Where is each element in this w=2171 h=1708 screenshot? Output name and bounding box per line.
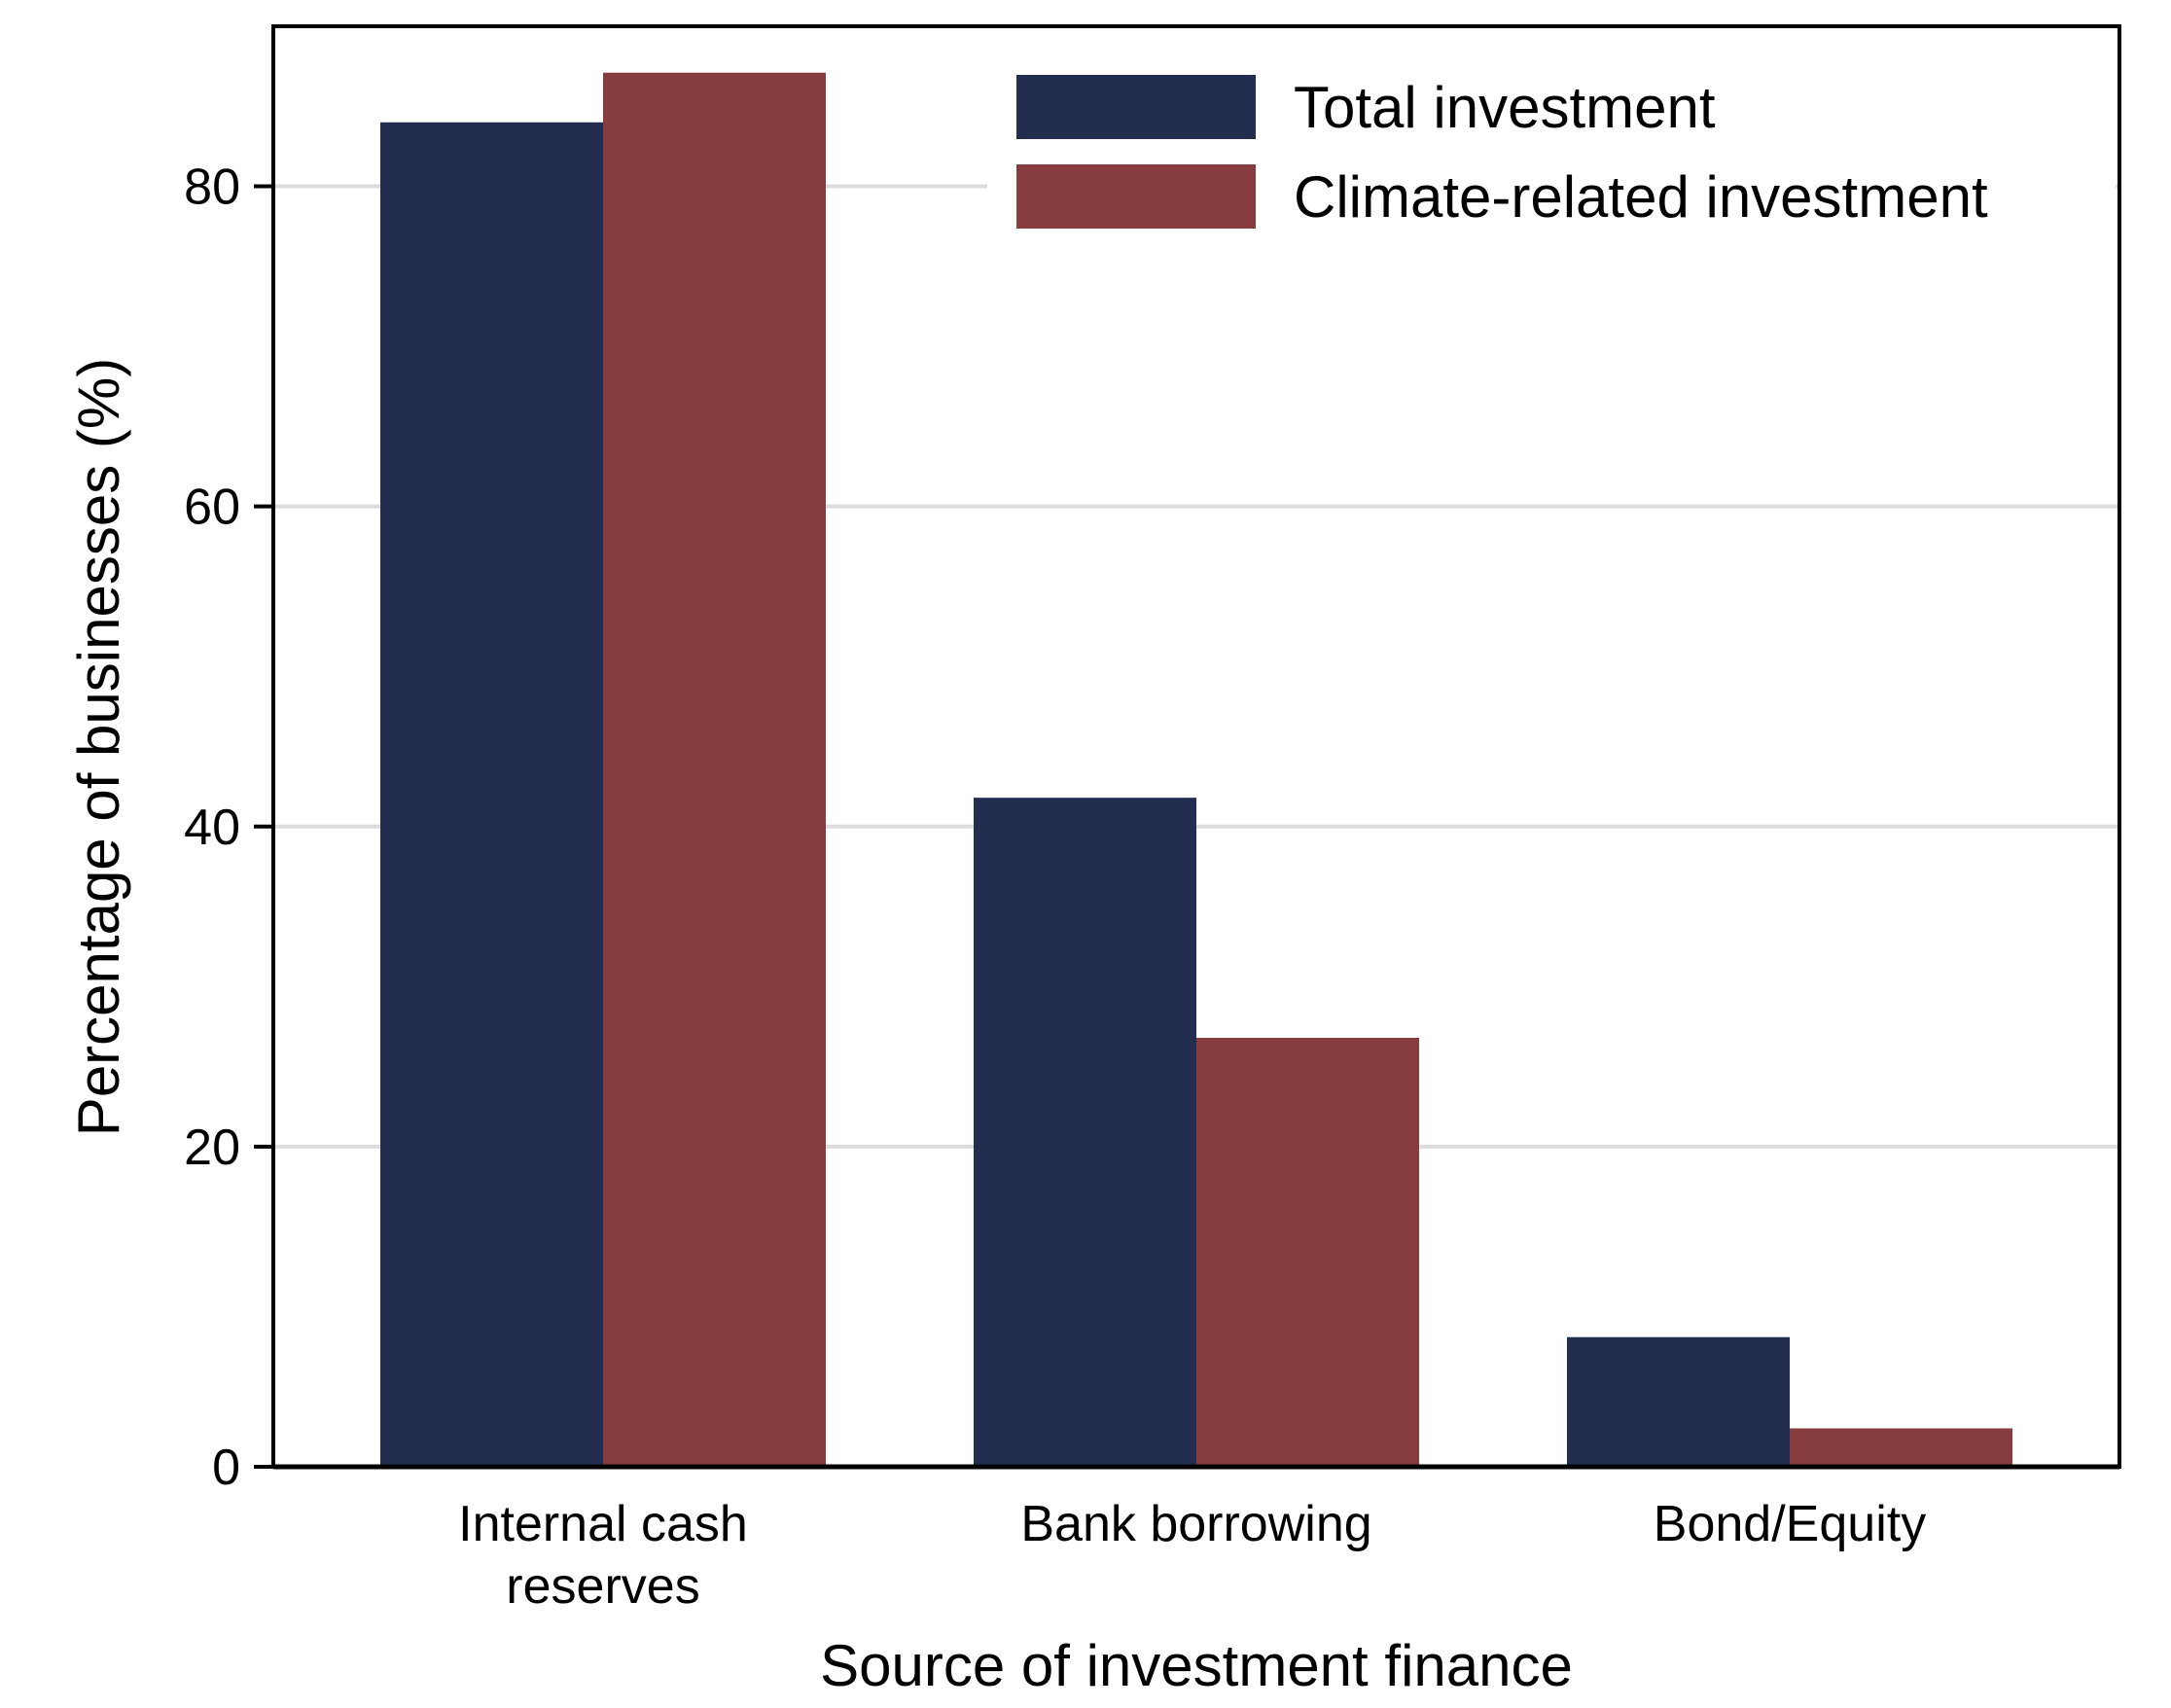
y-tick-label-20: 20 bbox=[184, 1120, 240, 1176]
bar-climate-related-investment-bond-equity bbox=[1790, 1428, 2012, 1467]
bar-total-investment-internal-cash-reserves bbox=[380, 122, 603, 1468]
y-tick-label-60: 60 bbox=[184, 480, 240, 536]
legend-swatch-total-investment bbox=[1016, 75, 1256, 139]
legend: Total investment Climate-related investm… bbox=[987, 47, 2116, 251]
y-axis-title: Percentage of businesses (%) bbox=[66, 358, 131, 1136]
x-axis-title: Source of investment finance bbox=[820, 1633, 1573, 1698]
x-axis-tick-labels: Internal cash reserves Bank borrowing Bond/… bbox=[458, 1496, 1926, 1615]
legend-swatch-climate-related-investment bbox=[1016, 164, 1256, 229]
bar-total-investment-bank-borrowing bbox=[974, 798, 1196, 1467]
y-tick-label-40: 40 bbox=[184, 800, 240, 856]
bar-total-investment-bond-equity bbox=[1567, 1336, 1790, 1467]
x-tick-label-bond-equity: Bond/Equity bbox=[1654, 1496, 1926, 1552]
y-axis-ticks: 0 20 40 60 80 bbox=[184, 160, 273, 1496]
bar-climate-related-investment-internal-cash-reserves bbox=[603, 72, 826, 1468]
x-tick-label-internal-cash-reserves: Internal cash reserves bbox=[458, 1496, 748, 1615]
y-tick-label-0: 0 bbox=[212, 1440, 240, 1496]
bar-climate-related-investment-bank-borrowing bbox=[1196, 1037, 1419, 1467]
bars bbox=[380, 72, 2012, 1468]
y-tick-label-80: 80 bbox=[184, 160, 240, 216]
x-tick-label-bank-borrowing: Bank borrowing bbox=[1020, 1496, 1371, 1552]
legend-label-total-investment: Total investment bbox=[1294, 75, 1716, 140]
legend-label-climate-related-investment: Climate-related investment bbox=[1294, 164, 1988, 230]
